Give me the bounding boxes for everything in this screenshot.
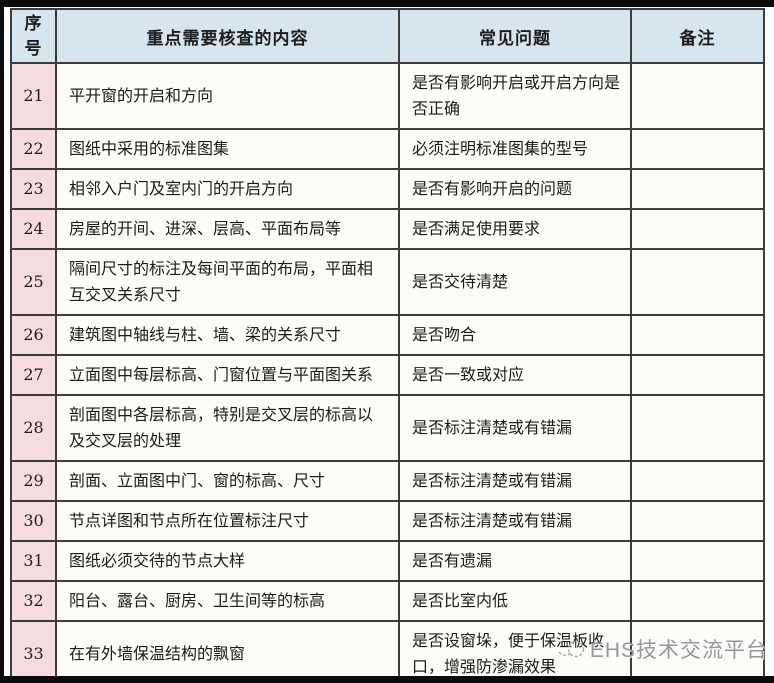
row-number-cell: 31 bbox=[10, 540, 57, 582]
remark-cell bbox=[630, 128, 765, 170]
table-row: 21 平开窗的开启和方向 是否有影响开启或开启方向是否正确 bbox=[10, 62, 765, 130]
check-content-cell: 阳台、露台、厨房、卫生间等的标高 bbox=[55, 580, 400, 622]
header-serial-number: 序号 bbox=[10, 8, 57, 64]
remark-cell bbox=[630, 580, 765, 622]
row-number-cell: 29 bbox=[10, 460, 57, 502]
page-border-top bbox=[0, 0, 774, 7]
remark-cell bbox=[630, 394, 765, 462]
remark-cell bbox=[630, 540, 765, 582]
common-issue-cell: 是否吻合 bbox=[398, 314, 632, 356]
common-issue-cell: 是否一致或对应 bbox=[398, 354, 632, 396]
remark-cell bbox=[630, 168, 765, 210]
table-row: 24 房屋的开间、进深、层高、平面布局等 是否满足使用要求 bbox=[10, 208, 765, 250]
header-row: 序号 重点需要核查的内容 常见问题 备注 bbox=[10, 8, 765, 64]
common-issue-cell: 必须注明标准图集的型号 bbox=[398, 128, 632, 170]
check-content-cell: 隔间尺寸的标注及每间平面的布局，平面相互交叉关系尺寸 bbox=[55, 248, 400, 316]
remark-cell bbox=[630, 620, 765, 683]
row-number-cell: 28 bbox=[10, 394, 57, 462]
common-issue-cell: 是否标注清楚或有错漏 bbox=[398, 500, 632, 542]
check-content-cell: 剖面图中各层标高，特别是交叉层的标高以及交叉层的处理 bbox=[55, 394, 400, 462]
common-issue-cell: 是否标注清楚或有错漏 bbox=[398, 394, 632, 462]
row-number-cell: 32 bbox=[10, 580, 57, 622]
remark-cell bbox=[630, 248, 765, 316]
table-body: 21 平开窗的开启和方向 是否有影响开启或开启方向是否正确 22 图纸中采用的标… bbox=[10, 62, 765, 683]
check-content-cell: 平开窗的开启和方向 bbox=[55, 62, 400, 130]
table-row: 28 剖面图中各层标高，特别是交叉层的标高以及交叉层的处理 是否标注清楚或有错漏 bbox=[10, 394, 765, 462]
check-content-cell: 在有外墙保温结构的飘窗 bbox=[55, 620, 400, 683]
header-common-issues: 常见问题 bbox=[398, 8, 632, 64]
remark-cell bbox=[630, 460, 765, 502]
common-issue-cell: 是否有遗漏 bbox=[398, 540, 632, 582]
page-border-left bbox=[0, 0, 4, 683]
row-number-cell: 24 bbox=[10, 208, 57, 250]
row-number-cell: 23 bbox=[10, 168, 57, 210]
check-content-cell: 建筑图中轴线与柱、墙、梁的关系尺寸 bbox=[55, 314, 400, 356]
check-content-cell: 图纸必须交待的节点大样 bbox=[55, 540, 400, 582]
remark-cell bbox=[630, 500, 765, 542]
row-number-cell: 27 bbox=[10, 354, 57, 396]
common-issue-cell: 是否设窗垛，便于保温板收口，增强防渗漏效果 bbox=[398, 620, 632, 683]
table-row: 22 图纸中采用的标准图集 必须注明标准图集的型号 bbox=[10, 128, 765, 170]
remark-cell bbox=[630, 354, 765, 396]
row-number-cell: 26 bbox=[10, 314, 57, 356]
remark-cell bbox=[630, 314, 765, 356]
common-issue-cell: 是否比室内低 bbox=[398, 580, 632, 622]
table-row: 23 相邻入户门及室内门的开启方向 是否有影响开启的问题 bbox=[10, 168, 765, 210]
row-number-cell: 25 bbox=[10, 248, 57, 316]
remark-cell bbox=[630, 208, 765, 250]
row-number-cell: 30 bbox=[10, 500, 57, 542]
remark-cell bbox=[630, 62, 765, 130]
table-row: 32 阳台、露台、厨房、卫生间等的标高 是否比室内低 bbox=[10, 580, 765, 622]
check-content-cell: 节点详图和节点所在位置标注尺寸 bbox=[55, 500, 400, 542]
row-number-cell: 22 bbox=[10, 128, 57, 170]
page-border-bottom bbox=[0, 676, 774, 683]
row-number-cell: 33 bbox=[10, 620, 57, 683]
check-content-cell: 图纸中采用的标准图集 bbox=[55, 128, 400, 170]
table-row: 30 节点详图和节点所在位置标注尺寸 是否标注清楚或有错漏 bbox=[10, 500, 765, 542]
row-number-cell: 21 bbox=[10, 62, 57, 130]
review-checklist-table: 序号 重点需要核查的内容 常见问题 备注 21 平开窗的开启和方向 是否有影响开… bbox=[10, 8, 765, 683]
table-row: 29 剖面、立面图中门、窗的标高、尺寸 是否标注清楚或有错漏 bbox=[10, 460, 765, 502]
table-row: 31 图纸必须交待的节点大样 是否有遗漏 bbox=[10, 540, 765, 582]
table-row: 33 在有外墙保温结构的飘窗 是否设窗垛，便于保温板收口，增强防渗漏效果 bbox=[10, 620, 765, 683]
table-row: 27 立面图中每层标高、门窗位置与平面图关系 是否一致或对应 bbox=[10, 354, 765, 396]
common-issue-cell: 是否交待清楚 bbox=[398, 248, 632, 316]
table-row: 25 隔间尺寸的标注及每间平面的布局，平面相互交叉关系尺寸 是否交待清楚 bbox=[10, 248, 765, 316]
table-header: 序号 重点需要核查的内容 常见问题 备注 bbox=[10, 8, 765, 64]
table-row: 26 建筑图中轴线与柱、墙、梁的关系尺寸 是否吻合 bbox=[10, 314, 765, 356]
common-issue-cell: 是否有影响开启的问题 bbox=[398, 168, 632, 210]
common-issue-cell: 是否满足使用要求 bbox=[398, 208, 632, 250]
common-issue-cell: 是否标注清楚或有错漏 bbox=[398, 460, 632, 502]
check-content-cell: 立面图中每层标高、门窗位置与平面图关系 bbox=[55, 354, 400, 396]
common-issue-cell: 是否有影响开启或开启方向是否正确 bbox=[398, 62, 632, 130]
check-content-cell: 剖面、立面图中门、窗的标高、尺寸 bbox=[55, 460, 400, 502]
check-content-cell: 房屋的开间、进深、层高、平面布局等 bbox=[55, 208, 400, 250]
check-content-cell: 相邻入户门及室内门的开启方向 bbox=[55, 168, 400, 210]
header-check-content: 重点需要核查的内容 bbox=[55, 8, 400, 64]
header-remarks: 备注 bbox=[630, 8, 765, 64]
